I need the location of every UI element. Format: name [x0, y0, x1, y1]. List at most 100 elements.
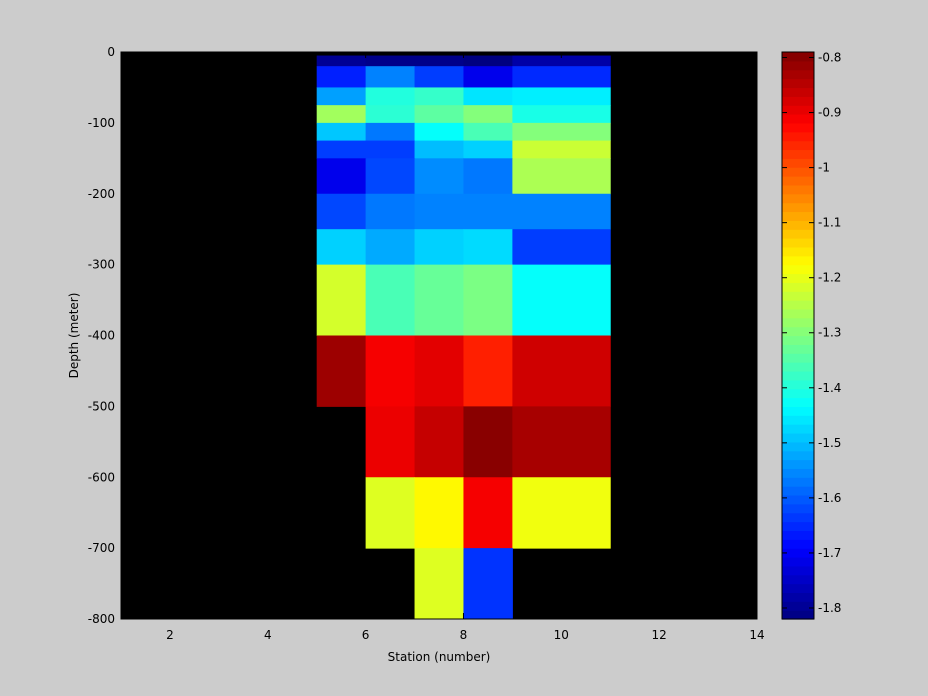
heatmap-cell: [463, 406, 513, 478]
colorbar-segment: [782, 291, 814, 301]
y-tick-label: -800: [88, 612, 115, 626]
heatmap-cell: [414, 335, 464, 407]
x-tick-label: 6: [362, 628, 370, 642]
colorbar-segment: [782, 193, 814, 204]
colorbar-segment: [782, 149, 814, 159]
colorbar-segment: [782, 521, 814, 532]
colorbar-segment: [782, 52, 814, 62]
heatmap-cell: [316, 229, 367, 266]
y-axis: 0 -100 -200 -300 -400 -500 -600 -700 -800: [88, 45, 757, 626]
heatmap-cell: [414, 105, 464, 124]
heatmap-cell: [512, 158, 611, 195]
heatmap-cell: [316, 335, 367, 407]
colorbar-segment: [782, 202, 814, 213]
colorbar-segment: [782, 238, 814, 248]
colorbar-segment: [782, 486, 814, 496]
heatmap-cell: [316, 193, 367, 230]
colorbar-segment: [782, 583, 814, 594]
heatmap-cell: [463, 158, 513, 195]
heatmap-cell: [316, 87, 367, 106]
heatmap-cell: [316, 105, 367, 124]
colorbar-segment: [782, 548, 814, 558]
heatmap-cell: [512, 105, 611, 124]
heatmap-cell: [463, 122, 513, 142]
heatmap-cell: [512, 66, 611, 88]
colorbar-tick-label: -1.2: [818, 271, 841, 285]
colorbar-segment: [782, 468, 814, 478]
y-tick-label: -500: [88, 399, 115, 413]
colorbar-segment: [782, 362, 814, 372]
heatmap-cell: [414, 158, 464, 195]
colorbar-segment: [782, 565, 814, 576]
colorbar-segment: [782, 512, 814, 523]
heatmap-cell: [414, 193, 464, 230]
colorbar-segment: [782, 610, 814, 620]
colorbar-segment: [782, 255, 814, 266]
colorbar-tick-label: -1.5: [818, 436, 841, 450]
colorbar-segment: [782, 503, 814, 514]
colorbar-segment: [782, 229, 814, 239]
heatmap-cell: [414, 66, 464, 88]
heatmap-cell: [512, 87, 611, 106]
heatmap-cell: [365, 406, 416, 478]
heatmap-cell: [365, 122, 416, 142]
colorbar-segment: [782, 176, 814, 186]
heatmap-cell: [316, 66, 367, 88]
y-tick-label: -700: [88, 541, 115, 555]
heatmap-cell: [365, 477, 416, 549]
colorbar-segment: [782, 415, 814, 425]
colorbar-segment: [782, 308, 814, 319]
heatmap-cell: [316, 140, 367, 159]
colorbar-segment: [782, 87, 814, 97]
colorbar-segment: [782, 184, 814, 195]
colorbar-segment: [782, 370, 814, 381]
heatmap-cells: [316, 55, 611, 620]
colorbar-segment: [782, 273, 814, 283]
heatmap-cell: [365, 193, 416, 230]
colorbar-segment: [782, 450, 814, 461]
heatmap-cell: [365, 335, 416, 407]
heatmap-cell: [512, 406, 611, 478]
colorbar-tick-label: -1.6: [818, 491, 841, 505]
colorbar-segment: [782, 69, 814, 80]
colorbar-segment: [782, 96, 814, 106]
colorbar-segment: [782, 397, 814, 407]
colorbar-tick-label: -0.8: [818, 51, 841, 65]
heatmap-cell: [463, 335, 513, 407]
y-tick-label: -400: [88, 329, 115, 343]
colorbar-segment: [782, 317, 814, 328]
heatmap-cell: [365, 105, 416, 124]
heatmap-cell: [414, 87, 464, 106]
heatmap-cell: [463, 66, 513, 88]
colorbar-segment: [782, 264, 814, 275]
heatmap-cell: [365, 158, 416, 195]
colorbar-tick-label: -1: [818, 161, 830, 175]
y-tick-label: -600: [88, 470, 115, 484]
heatmap-cell: [463, 264, 513, 336]
colorbar-segment: [782, 539, 814, 549]
heatmap-cell: [512, 55, 611, 67]
colorbar-segment: [782, 300, 814, 310]
heatmap-cell: [365, 87, 416, 106]
colorbar-segment: [782, 530, 814, 540]
heatmap-cell: [463, 477, 513, 549]
heatmap-cell: [414, 140, 464, 159]
colorbar-segment: [782, 131, 814, 142]
heatmap-cell: [414, 229, 464, 266]
colorbar-segment: [782, 60, 814, 71]
colorbar-segment: [782, 574, 814, 585]
heatmap-cell: [365, 264, 416, 336]
heatmap-cell: [512, 229, 611, 266]
x-tick-label: 12: [652, 628, 667, 642]
colorbar-segment: [782, 406, 814, 416]
heatmap-cell: [414, 406, 464, 478]
colorbar-segment: [782, 211, 814, 221]
x-axis: 2 4 6 8 10 12 14: [166, 52, 765, 642]
colorbar-segment: [782, 220, 814, 230]
y-axis-label: Depth (meter): [67, 293, 81, 379]
heatmap-cell: [414, 548, 464, 620]
y-tick-label: -100: [88, 116, 115, 130]
heatmap-cell: [414, 477, 464, 549]
colorbar-segment: [782, 592, 814, 602]
